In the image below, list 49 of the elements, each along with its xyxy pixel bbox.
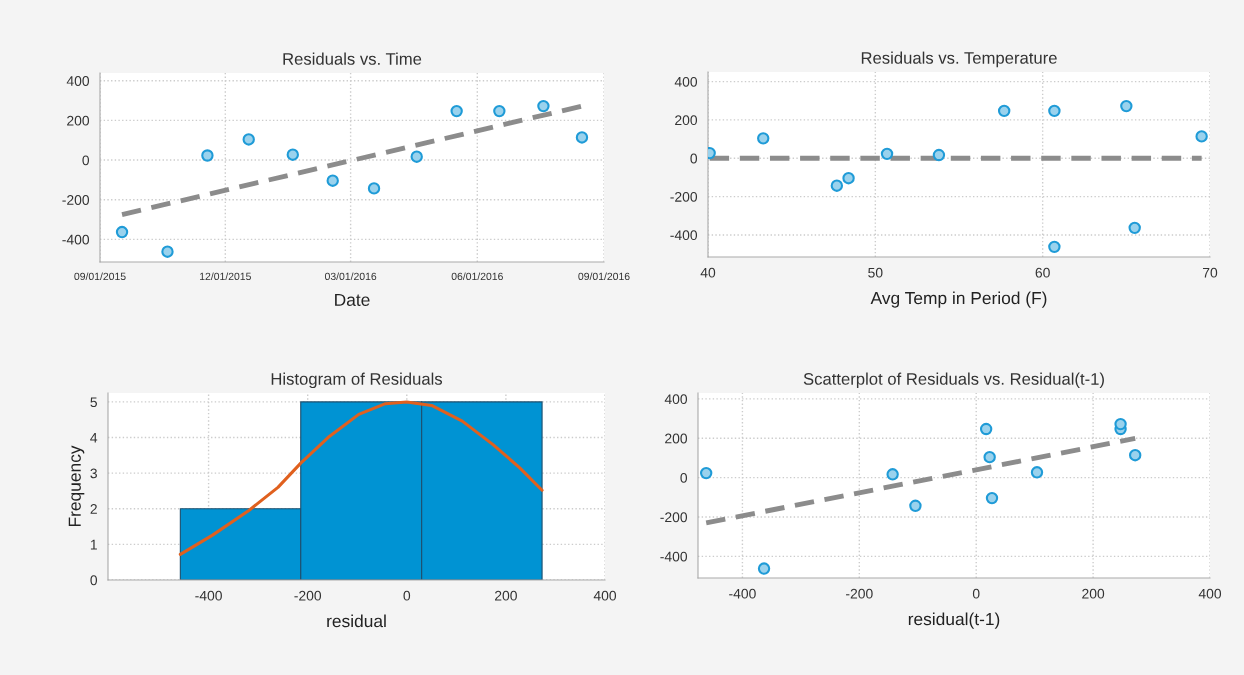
y-axis-title: Frequency [68, 445, 85, 527]
x-tick-label: 09/01/2015 [74, 272, 126, 281]
y-tick-label: -400 [62, 234, 90, 245]
x-tick-label: 0 [403, 590, 411, 601]
y-tick-label: 4 [90, 433, 98, 443]
y-tick-label: 200 [675, 115, 698, 126]
y-tick-label: 0 [90, 575, 98, 586]
x-tick-label: 400 [1198, 588, 1222, 599]
y-tick-label: 200 [67, 115, 90, 126]
y-tick-label: -400 [660, 551, 688, 562]
y-tick-label: 2 [90, 504, 97, 514]
y-tick-label: 3 [90, 468, 97, 479]
x-tick-label: 40 [700, 267, 716, 278]
y-tick-label: 400 [66, 76, 90, 86]
y-tick-label: 400 [674, 76, 698, 87]
chart-title: Residuals vs. Time [283, 52, 422, 65]
x-tick-label: 200 [495, 590, 517, 601]
x-tick-label: -200 [846, 588, 873, 599]
x-axis-title: Avg Temp in Period (F) [870, 291, 1047, 308]
chart-title: Scatterplot of Residuals vs. Residual(t-1) [803, 372, 1104, 389]
chart-title: Residuals vs. Temperature [861, 51, 1057, 68]
x-tick-label: 0 [972, 588, 980, 599]
y-tick-label: 0 [690, 153, 698, 164]
x-tick-label: 06/01/2016 [451, 272, 503, 281]
x-tick-label: 12/01/2015 [200, 272, 251, 281]
y-tick-label: -200 [660, 512, 688, 523]
y-tick-label: 0 [82, 155, 90, 166]
x-tick-label: 200 [1082, 588, 1105, 599]
chart-title: Histogram of Residuals [271, 372, 443, 389]
x-tick-label: 400 [593, 590, 617, 601]
y-tick-label: 0 [680, 472, 688, 483]
y-tick-label: -200 [670, 191, 698, 202]
y-tick-label: 400 [664, 394, 688, 405]
x-tick-label: -400 [729, 588, 756, 599]
x-axis-title: residual(t-1) [908, 612, 1000, 629]
y-tick-label: 1 [90, 539, 97, 550]
x-axis-title: residual [327, 614, 386, 628]
y-tick-label: -400 [670, 230, 698, 241]
x-tick-label: 03/01/2016 [324, 272, 377, 281]
x-tick-label: 60 [1035, 267, 1050, 278]
x-axis-title: Date [335, 293, 370, 306]
x-tick-label: 70 [1202, 267, 1218, 278]
x-tick-label: -200 [294, 590, 322, 601]
x-tick-label: -400 [195, 590, 222, 601]
y-tick-label: 200 [665, 433, 688, 444]
x-tick-label: 50 [868, 267, 883, 278]
y-tick-label: -200 [62, 195, 90, 205]
x-tick-label: 09/01/2016 [578, 272, 630, 281]
y-tick-label: 5 [90, 397, 97, 408]
